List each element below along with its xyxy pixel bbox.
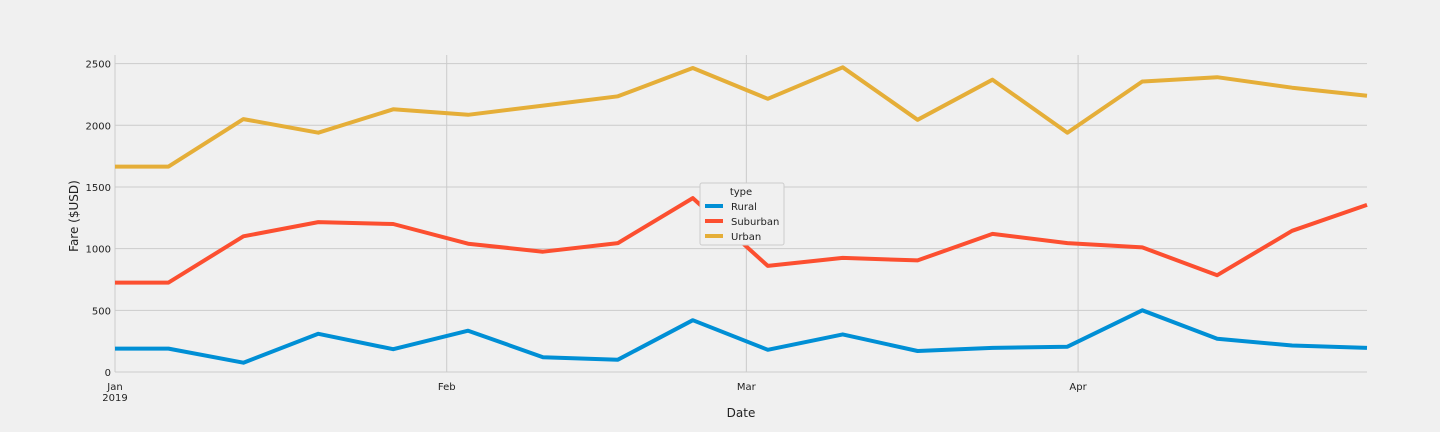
y-tick-label: 1500 (86, 183, 111, 194)
y-tick-label: 500 (92, 306, 111, 317)
legend-label-suburban: Suburban (731, 217, 779, 228)
y-tick-labels: 0 500 1000 1500 2000 2500 (86, 60, 111, 379)
legend-label-rural: Rural (731, 202, 757, 213)
x-axis-label: Date (727, 406, 756, 420)
legend-title: type (730, 187, 752, 198)
legend: type Rural Suburban Urban (699, 182, 785, 246)
legend-box (699, 182, 785, 246)
y-tick-label: 2500 (86, 60, 111, 71)
x-tick-label: Jan (106, 382, 122, 393)
x-tick-sublabel: 2019 (102, 393, 127, 404)
x-tick-label: Mar (737, 382, 757, 393)
x-tick-label: Apr (1069, 382, 1087, 393)
legend-label-urban: Urban (731, 232, 761, 243)
y-tick-label: 0 (105, 368, 111, 379)
y-tick-label: 1000 (86, 245, 111, 256)
y-axis-label: Fare ($USD) (67, 180, 81, 252)
grid (114, 55, 1367, 373)
x-tick-label: Feb (438, 382, 456, 393)
y-tick-label: 2000 (86, 121, 111, 132)
series-line-urban (115, 65, 1368, 169)
series-line-rural (115, 308, 1368, 365)
